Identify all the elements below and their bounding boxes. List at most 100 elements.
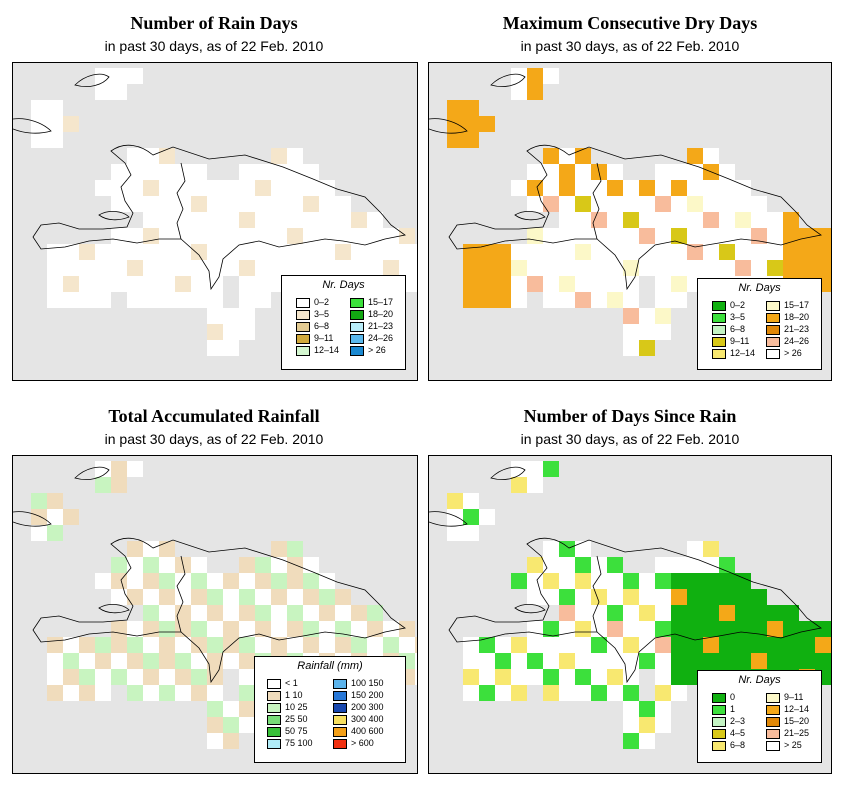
grid-cell	[191, 557, 207, 573]
grid-cell	[367, 212, 383, 228]
grid-cell	[239, 605, 255, 621]
grid-cell	[63, 637, 79, 653]
grid-cell	[783, 260, 799, 276]
grid-cell	[527, 196, 543, 212]
island-outline	[514, 211, 546, 221]
grid-cell	[159, 196, 175, 212]
grid-cell	[735, 637, 751, 653]
grid-cell	[79, 637, 95, 653]
grid-cell	[239, 244, 255, 260]
grid-cell	[751, 260, 767, 276]
legend-label: 2–3	[730, 716, 746, 726]
grid-cell	[623, 324, 639, 340]
grid-cell	[495, 637, 511, 653]
grid-cell	[751, 653, 767, 669]
grid-cell	[655, 717, 671, 733]
grid-cell	[191, 212, 207, 228]
grid-cell	[175, 573, 191, 589]
grid-cell	[751, 196, 767, 212]
grid-cell	[399, 244, 415, 260]
legend-label: 18–20	[784, 312, 810, 322]
grid-cell	[463, 685, 479, 701]
grid-cell	[687, 212, 703, 228]
grid-cell	[191, 276, 207, 292]
grid-cell	[671, 276, 687, 292]
grid-cell	[111, 637, 127, 653]
grid-cell	[655, 324, 671, 340]
grid-cell	[511, 573, 527, 589]
grid-cell	[207, 669, 223, 685]
grid-cell	[159, 653, 175, 669]
grid-cell	[463, 653, 479, 669]
grid-cell	[703, 605, 719, 621]
legend-label: 21–25	[784, 728, 810, 738]
grid-cell	[687, 228, 703, 244]
grid-cell	[207, 212, 223, 228]
grid-cell	[751, 605, 767, 621]
legend-swatch	[267, 703, 281, 713]
legend-swatch	[296, 298, 310, 308]
grid-cell	[127, 148, 143, 164]
grid-cell	[543, 653, 559, 669]
grid-cell	[223, 180, 239, 196]
grid-cell	[127, 228, 143, 244]
grid-cell	[335, 260, 351, 276]
grid-cell	[463, 292, 479, 308]
grid-cell	[255, 637, 271, 653]
grid-cell	[303, 228, 319, 244]
grid-cell	[703, 589, 719, 605]
grid-cell	[239, 573, 255, 589]
grid-cell	[767, 212, 783, 228]
grid-cell	[255, 573, 271, 589]
grid-cell	[143, 589, 159, 605]
grid-cell	[239, 701, 255, 717]
legend-label: 15–17	[368, 297, 394, 307]
grid-cell	[735, 180, 751, 196]
grid-cell	[543, 637, 559, 653]
grid-cell	[543, 68, 559, 84]
grid-cell	[671, 196, 687, 212]
grid-cell	[527, 260, 543, 276]
grid-cell	[735, 653, 751, 669]
grid-cell	[655, 621, 671, 637]
grid-cell	[383, 228, 399, 244]
grid-cell	[671, 621, 687, 637]
grid-cell	[351, 228, 367, 244]
grid-cell	[767, 621, 783, 637]
grid-cell	[815, 228, 831, 244]
grid-cell	[575, 228, 591, 244]
grid-cell	[47, 132, 63, 148]
grid-cell	[543, 292, 559, 308]
grid-cell	[207, 276, 223, 292]
grid-cell	[47, 653, 63, 669]
country-border	[176, 162, 186, 240]
grid-cell	[751, 589, 767, 605]
coastline	[448, 537, 822, 684]
grid-cell	[623, 733, 639, 749]
grid-cell	[63, 685, 79, 701]
grid-cell	[607, 637, 623, 653]
grid-cell	[799, 260, 815, 276]
legend-swatch	[766, 337, 780, 347]
grid-cell	[655, 605, 671, 621]
grid-cell	[559, 148, 575, 164]
grid-cell	[303, 637, 319, 653]
panel-title: Total Accumulated Rainfall	[108, 406, 320, 426]
grid-cell	[303, 605, 319, 621]
grid-cell	[127, 292, 143, 308]
grid-cell	[303, 180, 319, 196]
grid-cell	[303, 557, 319, 573]
grid-cell	[319, 260, 335, 276]
grid-cell	[623, 653, 639, 669]
grid-cell	[191, 180, 207, 196]
grid-cell	[783, 228, 799, 244]
grid-cell	[415, 276, 417, 292]
grid-cell	[767, 605, 783, 621]
grid-cell	[607, 669, 623, 685]
legend-swatch	[267, 727, 281, 737]
grid-cell	[511, 637, 527, 653]
grid-cell	[495, 292, 511, 308]
grid-cell	[559, 164, 575, 180]
grid-cell	[463, 276, 479, 292]
legend-swatch	[766, 717, 780, 727]
